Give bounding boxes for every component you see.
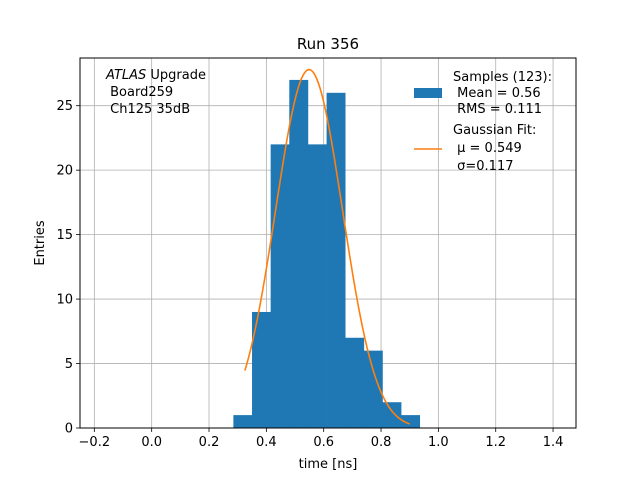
legend-samples-line-3: RMS = 0.111 [453, 102, 542, 117]
chart-title: Run 356 [297, 35, 359, 53]
histogram-bar [326, 92, 346, 429]
annotation-line-1: ATLAS Upgrade [105, 68, 206, 83]
legend-samples-patch [414, 88, 442, 98]
x-tick-label: 1.2 [485, 435, 506, 450]
histogram-bar [289, 79, 309, 428]
histogram-bar [382, 402, 402, 428]
annotation-line-3: Ch125 35dB [106, 102, 190, 117]
legend-samples-line-2: Mean = 0.56 [453, 86, 541, 101]
y-axis-ticks: 0 5 10 15 20 25 [56, 99, 80, 437]
legend: Samples (123): Mean = 0.56 RMS = 0.111 G… [414, 70, 552, 174]
y-tick-label: 10 [56, 293, 73, 308]
y-tick-label: 20 [56, 164, 73, 179]
x-tick-label: 0.4 [256, 435, 277, 450]
histogram-bar [401, 415, 421, 428]
histogram-bar [252, 311, 271, 428]
atlas-annotation: ATLAS Upgrade Board259 Ch125 35dB [105, 68, 206, 117]
x-tick-label: 0.0 [141, 435, 162, 450]
x-tick-label: 0.8 [371, 435, 392, 450]
annotation-line-2: Board259 [106, 85, 173, 100]
legend-samples-line-1: Samples (123): [453, 70, 552, 85]
x-tick-label: 0.6 [313, 435, 334, 450]
x-tick-label: −0.2 [79, 435, 111, 450]
x-tick-label: 0.2 [199, 435, 220, 450]
y-tick-label: 15 [56, 228, 73, 243]
histogram-bar [307, 144, 327, 428]
x-tick-label: 1.0 [428, 435, 449, 450]
gaussian-fit-curve [244, 68, 410, 425]
y-tick-label: 5 [65, 357, 73, 372]
histogram-bar [363, 350, 383, 428]
legend-fit-line-1: Gaussian Fit: [453, 123, 536, 138]
x-axis-ticks: −0.2 0.0 0.2 0.4 0.6 0.8 1.0 1.2 1.4 [79, 428, 564, 450]
x-tick-label: 1.4 [543, 435, 564, 450]
histogram-bar [233, 415, 253, 428]
histogram-bar [345, 337, 365, 428]
plot-area-frame [79, 57, 577, 429]
y-axis-label: Entries [33, 220, 48, 266]
histogram-bar [270, 144, 290, 428]
y-tick-label: 0 [65, 422, 73, 437]
y-tick-label: 25 [56, 99, 73, 114]
legend-fit-line-3: σ=0.117 [453, 159, 513, 174]
x-axis-label: time [ns] [299, 457, 358, 472]
legend-fit-line-2: μ = 0.549 [453, 141, 522, 156]
